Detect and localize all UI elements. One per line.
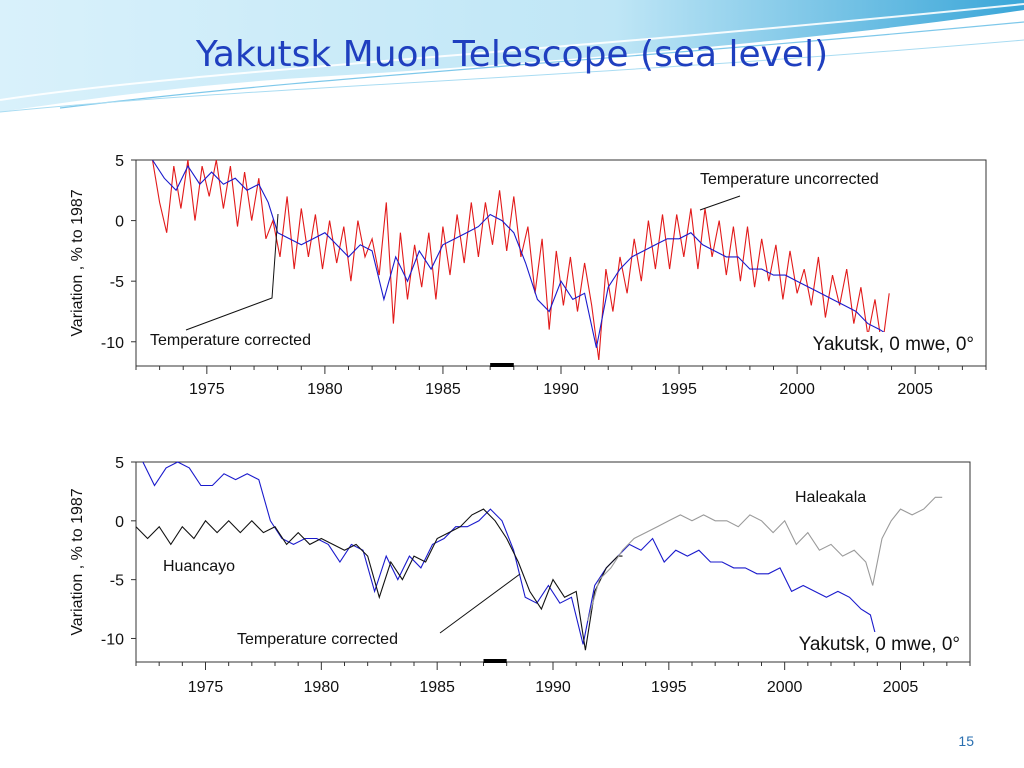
x-tick-label: 1995 [661,381,697,398]
x-tick-label: 1995 [651,679,687,696]
annotation-label: Yakutsk, 0 mwe, 0° [813,334,974,355]
x-tick-label: 1975 [189,381,225,398]
page-number: 15 [958,733,974,749]
wave-line-1 [0,3,1024,101]
y-tick-label: 0 [115,214,124,231]
series-line-yakutsk [142,461,876,645]
x-tick-label: 2005 [897,381,933,398]
chart-bottom-svg: 5 0 -5 -10 1975 1980 1985 1990 1995 2000 2005 Varia… [69,455,971,696]
header-wave-decoration [0,0,1024,113]
slide-title: Yakutsk Muon Telescope (sea level) [195,34,829,75]
x-tick-label: 2005 [883,679,919,696]
annotation-bg [760,632,964,656]
y-tick-label: -10 [101,335,124,352]
base-period-bar [490,363,514,367]
wave-line-3 [0,39,1024,113]
annotation-label: Haleakala [795,489,866,506]
y-axis-label: Variation , % to 1987 [69,189,86,336]
annotation-leader-line [699,195,741,211]
plot-frame [135,461,971,663]
y-axis-label: Variation , % to 1987 [69,488,86,635]
annotation-bg [774,332,978,356]
chart-top-svg: 5 0 -5 -10 1975 1980 1985 1990 1995 2000 2005 Varia… [69,153,987,398]
chart-top: 5 0 -5 -10 1975 1980 1985 1990 1995 2000 2005 Varia… [0,140,1024,425]
annotation-leader-line [185,213,279,331]
x-tick-label: 2000 [767,679,803,696]
x-tick-label: 2000 [779,381,815,398]
x-tick-label: 1975 [188,679,224,696]
y-tick-label: -10 [101,631,124,648]
x-tick-label: 1980 [307,381,343,398]
base-period-bar [483,659,507,663]
annotation-label: Temperature corrected [150,332,311,349]
y-tick-label: 0 [115,514,124,531]
plot-frame [135,159,987,367]
y-tick-label: 5 [115,153,124,170]
y-tick-label: 5 [115,455,124,472]
series-line-temperature-uncorrected [151,159,890,360]
x-tick-label: 1990 [543,381,579,398]
series-line-haleakala [587,496,943,621]
y-tick-label: -5 [110,274,124,291]
series-line-temperature-corrected [152,159,890,348]
chart-bottom: 5 0 -5 -10 1975 1980 1985 1990 1995 2000 2005 Varia… [0,440,1024,725]
wave-line-2 [59,21,1024,109]
annotation-label: Yakutsk, 0 mwe, 0° [799,634,960,655]
x-tick-label: 1985 [419,679,455,696]
annotation-label: Temperature corrected [237,631,398,648]
x-tick-label: 1980 [304,679,340,696]
y-tick-label: -5 [110,573,124,590]
series-line-huancayo [135,508,623,651]
annotation-label: Temperature uncorrected [700,171,879,188]
x-tick-label: 1990 [535,679,571,696]
annotation-label: Huancayo [163,558,235,575]
x-tick-label: 1985 [425,381,461,398]
annotation-leader-line [439,573,521,634]
